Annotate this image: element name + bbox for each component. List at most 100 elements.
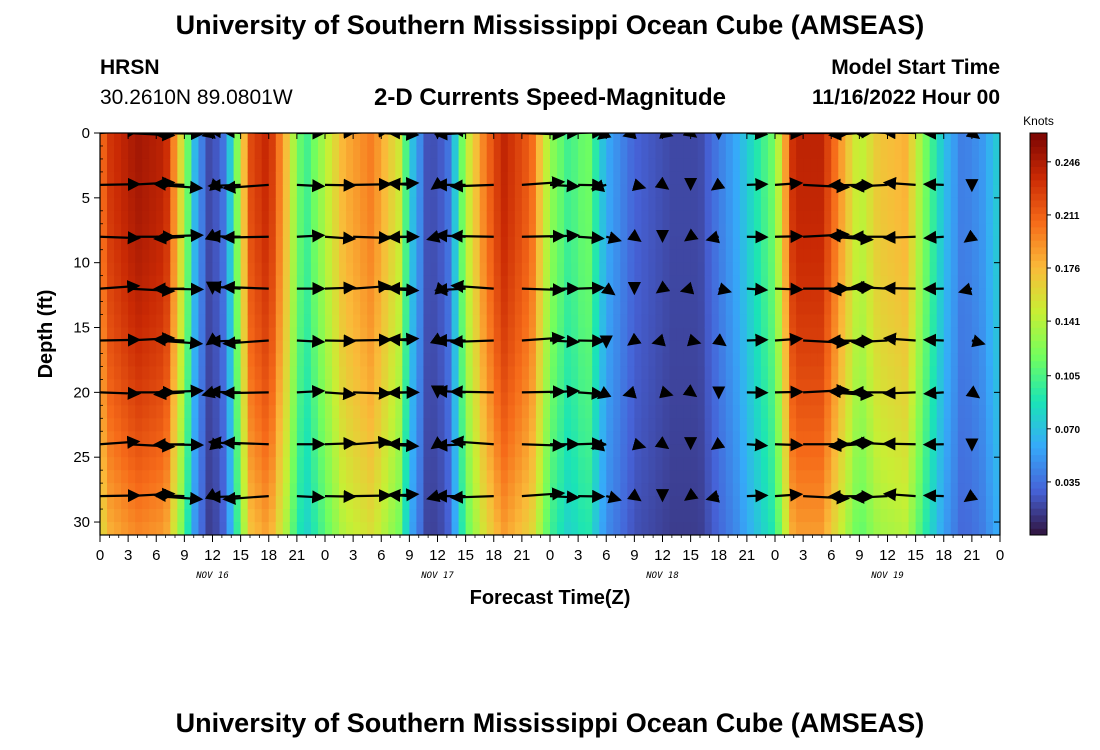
heatmap-cell [704,236,713,251]
heatmap-cell [669,210,678,225]
heatmap-cell [240,210,249,225]
heatmap-cell [395,262,403,277]
heatmap-cell [655,509,664,523]
x-tick-label: 18 [935,547,952,564]
heatmap-cell [669,197,678,212]
heatmap-cell [416,133,425,147]
heatmap-cell [613,314,621,329]
heatmap-cell [339,249,347,264]
heatmap-cell [936,418,945,432]
heatmap-cell [775,249,783,264]
current-vector-arrow [746,282,769,296]
heatmap-cell [915,392,924,406]
heatmap-cell [416,236,425,251]
heatmap-cell [289,353,298,368]
heatmap-cell [528,444,537,458]
heatmap-cell [859,210,868,225]
heatmap-cell [472,145,481,160]
heatmap-cell [831,509,839,523]
heatmap-cell [760,431,769,445]
heatmap-cell [317,301,326,316]
heatmap-cell [184,431,193,445]
heatmap-cell [100,327,108,342]
heatmap-cell [803,444,811,458]
heatmap-cell [929,444,938,458]
heatmap-cell [648,262,657,277]
heatmap-cell [564,314,572,329]
heatmap-cell [922,496,931,510]
chart-title-repeat: University of Southern Mississippi Ocean… [175,708,925,738]
heatmap-cell [184,145,193,160]
heatmap-cell [521,314,530,329]
heatmap-cell [149,301,157,316]
heatmap-cell [557,314,565,329]
heatmap-cell [985,496,994,510]
heatmap-cell [894,418,903,432]
heatmap-cell [507,379,516,393]
heatmap-cell [177,314,185,329]
heatmap-cell [465,184,474,199]
heatmap-cell [479,457,488,471]
heatmap-cell [472,392,481,406]
heatmap-cell [817,431,825,445]
heatmap-cell [915,509,924,523]
heatmap-cell [641,223,650,238]
heatmap-cell [100,210,108,225]
current-vector-arrow [882,230,916,245]
heatmap-cell [613,470,621,484]
heatmap-cell [929,392,938,406]
heatmap-cell [289,405,298,419]
heatmap-cell [402,197,410,212]
heatmap-cell [493,223,502,238]
heatmap-cell [676,405,685,419]
heatmap-cell [240,171,249,186]
heatmap-cell [718,392,727,406]
station-coordinates: 30.2610N 89.0801W [100,86,293,109]
heatmap-cell [233,392,242,406]
heatmap-cell [592,522,600,535]
heatmap-cell [114,249,122,264]
heatmap-cell [381,133,389,147]
heatmap-cell [557,327,565,342]
heatmap-cell [922,158,931,173]
heatmap-cell [423,405,432,419]
heatmap-cell [296,301,305,316]
heatmap-cell [261,483,270,497]
heatmap-cell [908,145,917,160]
heatmap-cell [114,262,122,277]
heatmap-cell [929,496,938,510]
heatmap-cell [887,444,896,458]
heatmap-cell [824,444,832,458]
heatmap-cell [535,158,544,173]
heatmap-cell [992,418,1000,432]
heatmap-cell [620,444,628,458]
heatmap-cell [669,223,678,238]
heatmap-cell [500,197,509,212]
heatmap-cell [606,483,614,497]
heatmap-cell [908,353,917,368]
heatmap-cell [388,223,396,238]
heatmap-cell [711,431,720,445]
heatmap-cell [381,210,389,225]
heatmap-cell [599,457,607,471]
heatmap-cell [739,197,748,212]
heatmap-cell [507,327,516,342]
colorbar-segment [1030,528,1047,536]
heatmap-cell [606,470,614,484]
heatmap-cell [690,133,699,147]
heatmap-cell [992,457,1000,471]
current-vector-arrow [578,231,605,245]
heatmap-cell [929,379,938,393]
heatmap-cell [704,340,713,355]
heatmap-cell [500,210,509,225]
heatmap-cell [289,249,298,264]
heatmap-cell [514,223,523,238]
heatmap-cell [542,470,551,484]
heatmap-cell [894,145,903,160]
heatmap-cell [142,327,150,342]
heatmap-cell [845,457,853,471]
heatmap-cell [648,522,657,535]
heatmap-cell [613,340,621,355]
heatmap-cell [233,470,242,484]
current-vector-arrow [965,133,981,140]
